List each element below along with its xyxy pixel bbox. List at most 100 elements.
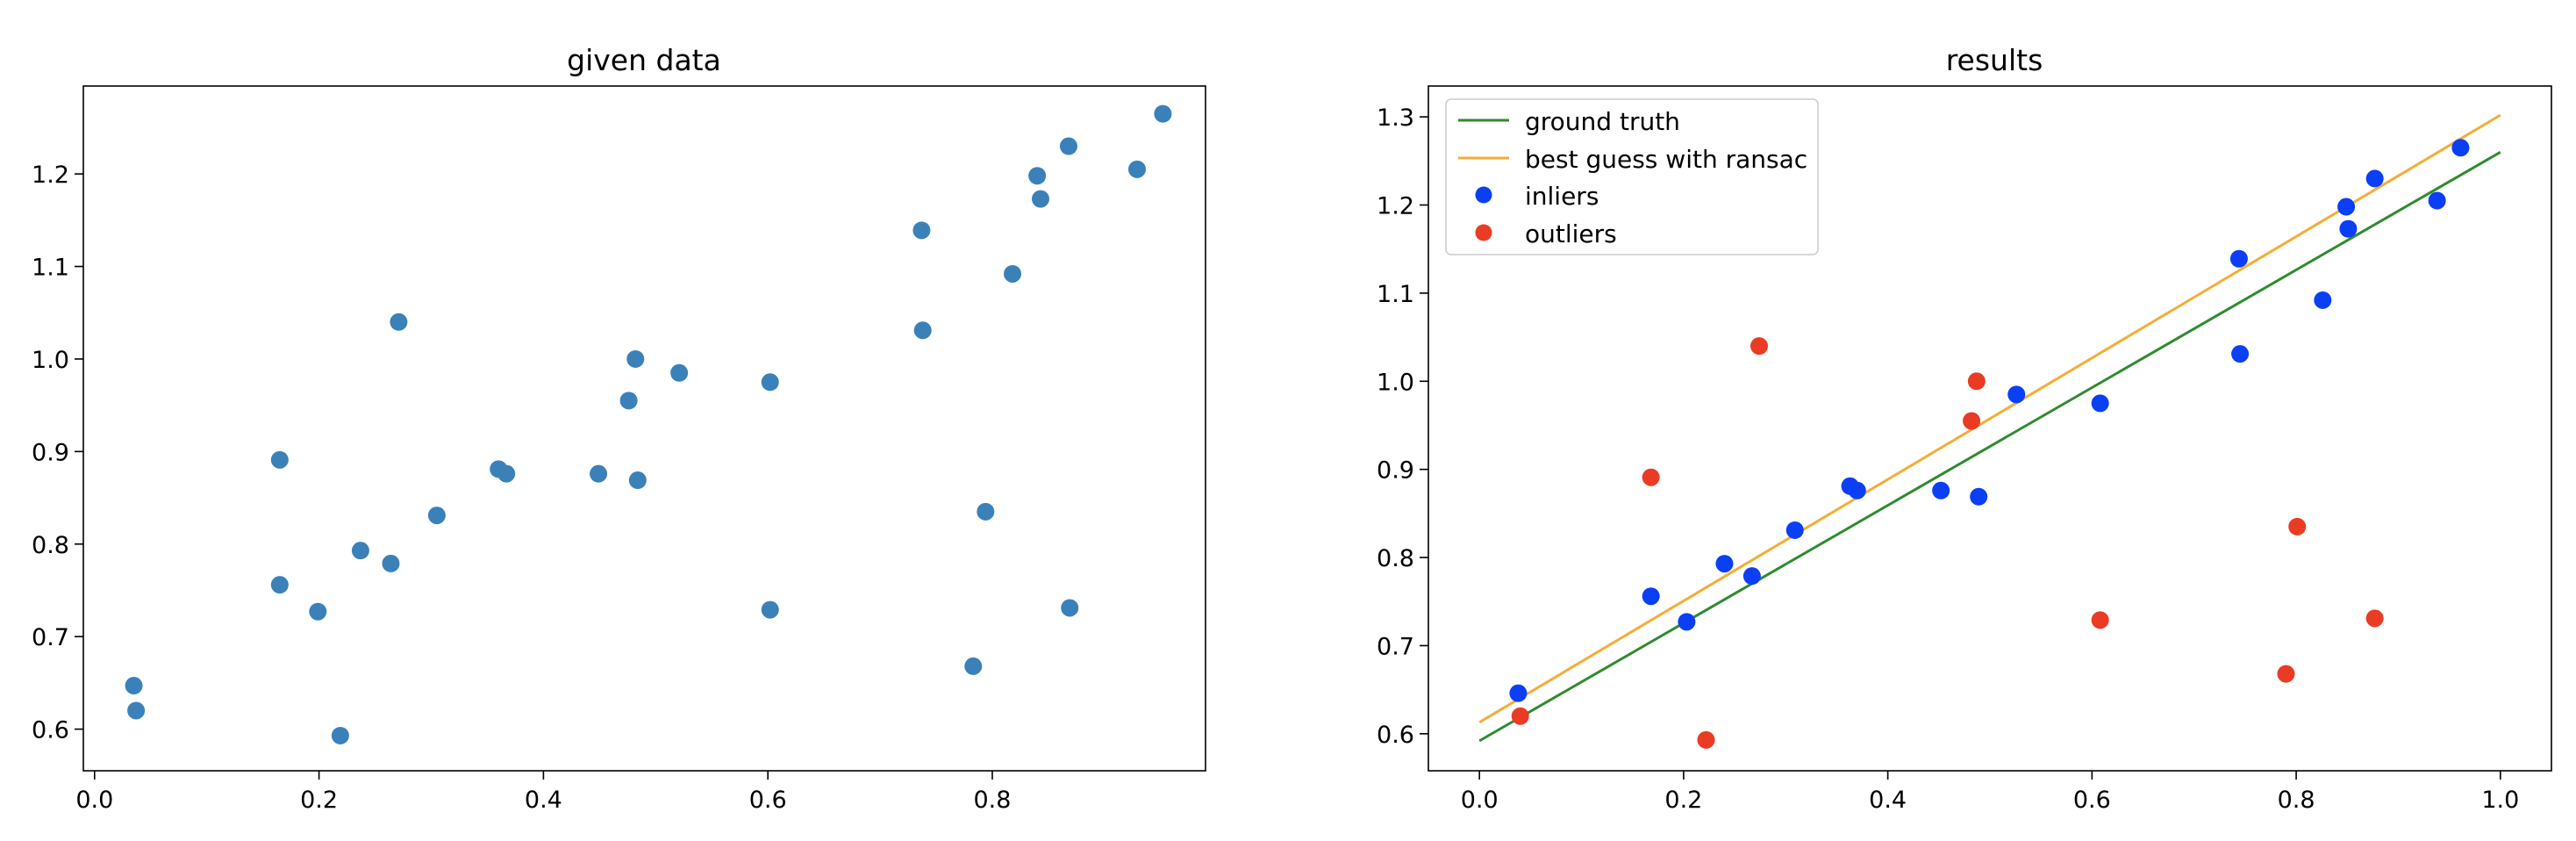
point-s0-8 [1932,481,1950,500]
x-tick-label: 0.8 [974,787,1012,814]
x-tick-label: 0.2 [300,787,338,814]
fit-line-1 [1478,113,2501,724]
y-tick-label: 0.8 [32,532,69,559]
y-tick-label: 0.6 [32,717,69,744]
point-s1-1 [1642,468,1660,486]
y-tick-label: 1.1 [32,255,69,282]
y-tick-label: 1.0 [1377,369,1414,396]
point-s0-16 [2339,219,2358,238]
point-s0-3 [270,450,289,469]
point-s1-0 [1511,707,1529,725]
y-tick-label: 1.3 [1377,104,1414,132]
point-s0-19 [912,221,931,240]
point-s1-9 [2365,609,2384,628]
point-s1-2 [1697,730,1715,749]
point-s0-5 [1785,521,1804,539]
given-data-frame [82,85,1206,772]
point-s0-7 [1848,481,1866,500]
results-chart: results 0.0 0.2 0.4 0.6 0.8 1.0 0.6 0.7 0.8 0.9 1… [1377,43,2552,814]
results-legend: ground truth best guess with ransac inli… [1445,98,1819,255]
point-s0-0 [1509,684,1528,702]
legend-frame [1445,98,1819,255]
x-tick-label: 0.4 [1869,787,1907,814]
results-frame [1428,85,2552,772]
point-s0-18 [2428,191,2446,210]
point-s0-25 [1031,190,1049,208]
point-s0-5 [331,726,349,744]
legend-ground-truth-label: ground truth [1525,107,1680,136]
legend-ransac-label: best guess with ransac [1525,145,1807,174]
point-s1-7 [2277,665,2295,683]
legend-outliers-label: outliers [1525,219,1617,248]
point-s0-13 [2231,345,2250,363]
given-data-marks [125,104,1172,744]
y-tick-label: 0.8 [1377,545,1414,572]
point-s0-27 [1061,599,1079,617]
y-tick-label: 1.2 [32,162,69,189]
point-s0-28 [1127,160,1146,178]
x-tick-label: 0.6 [2073,787,2111,814]
point-s0-19 [2451,139,2470,157]
point-s0-12 [2229,249,2248,268]
legend-outliers-swatch [1475,224,1492,241]
point-s0-22 [977,502,995,521]
x-tick-label: 0.0 [75,787,113,814]
point-s0-7 [382,554,400,572]
point-s0-17 [2365,169,2384,188]
point-s0-6 [351,542,369,560]
point-s0-29 [1154,104,1172,123]
point-s0-4 [309,602,327,621]
point-s0-18 [761,600,779,619]
point-s0-24 [1028,167,1047,185]
point-s0-11 [2091,394,2109,413]
point-s0-1 [127,701,146,720]
point-s0-23 [1004,264,1022,283]
point-s1-6 [2091,611,2109,629]
y-tick-label: 1.2 [1377,193,1414,220]
point-s0-2 [270,576,289,594]
x-tick-label: 0.8 [2278,787,2315,814]
point-s0-13 [619,392,638,410]
point-s1-8 [2288,517,2307,536]
given-data-chart: given data 0.0 0.2 0.4 0.6 0.8 0.6 0.7 0.8 0.9 1… [32,43,1206,814]
point-s0-4 [1742,567,1761,586]
x-tick-label: 0.0 [1461,787,1499,814]
x-tick-label: 1.0 [2481,787,2519,814]
point-s0-21 [964,657,983,675]
given-data-title: given data [567,43,721,77]
x-tick-label: 0.6 [749,787,787,814]
point-s0-26 [1059,137,1077,155]
given-data-x-axis: 0.0 0.2 0.4 0.6 0.8 [75,771,1011,814]
fit-line-0 [1478,150,2501,743]
point-s0-15 [2337,198,2356,216]
y-tick-label: 0.7 [32,624,69,651]
y-tick-label: 1.1 [1377,281,1414,308]
y-tick-label: 0.6 [1377,722,1414,749]
point-s0-16 [670,363,689,382]
point-s0-11 [497,464,516,483]
point-s1-3 [1750,337,1769,356]
y-tick-label: 1.0 [32,347,69,374]
y-tick-label: 0.9 [1377,457,1414,485]
results-marks [1478,113,2501,749]
point-s0-15 [628,471,647,490]
results-title: results [1946,43,2043,77]
point-s0-0 [125,677,143,695]
point-s0-17 [761,373,779,392]
point-s0-12 [590,464,608,483]
point-s0-9 [427,507,446,525]
legend-inliers-swatch [1475,186,1492,204]
point-s0-14 [2314,291,2332,309]
given-data-y-axis: 0.6 0.7 0.8 0.9 1.0 1.1 1.2 [32,162,83,744]
point-s0-9 [1970,487,1988,506]
x-tick-label: 0.2 [1664,787,1702,814]
point-s0-10 [2007,385,2026,404]
point-s0-8 [390,313,408,331]
point-s1-4 [1963,412,1981,430]
y-tick-label: 0.7 [1377,633,1414,660]
point-s0-2 [1678,613,1696,631]
x-tick-label: 0.4 [525,787,562,814]
point-s0-14 [626,349,645,368]
point-s0-3 [1715,555,1734,573]
